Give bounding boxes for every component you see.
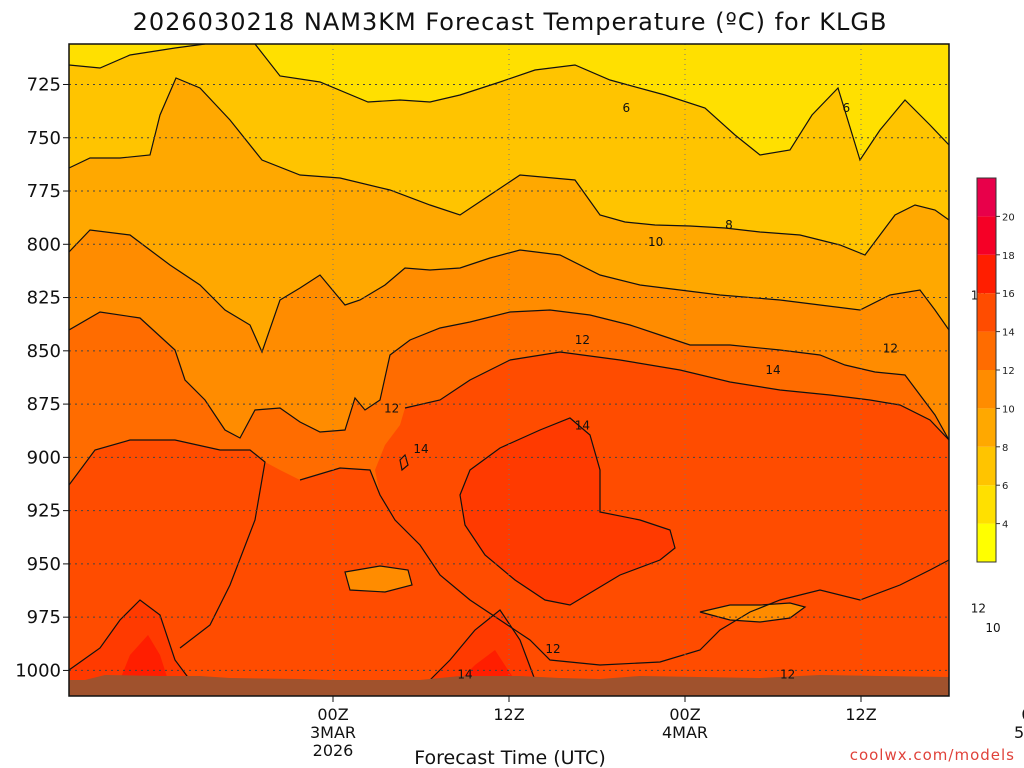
credit-link[interactable]: coolwx.com/models bbox=[850, 746, 1015, 764]
band-16-18-low2 bbox=[430, 610, 535, 680]
contour-12-pocket1 bbox=[344, 565, 413, 593]
contour-label: 14 bbox=[765, 363, 780, 377]
contour-16-low2 bbox=[429, 609, 536, 681]
colorbar-segment bbox=[977, 216, 996, 255]
contour-label: 14 bbox=[575, 418, 590, 432]
x-tick-label: 12Z bbox=[845, 705, 876, 724]
y-tick-label: 775 bbox=[27, 181, 61, 202]
colorbar-segment bbox=[977, 178, 996, 217]
y-tick-label: 850 bbox=[27, 341, 61, 362]
y-axis: 725 750 775 800 825 850 875 900 925 950 975 1000 bbox=[15, 74, 69, 681]
contour-12-pocket2 bbox=[699, 602, 807, 623]
chart-title: 2026030218 NAM3KM Forecast Temperature (… bbox=[133, 8, 888, 36]
y-tick-label: 950 bbox=[27, 554, 61, 575]
contour-16-low1 bbox=[69, 599, 191, 681]
x-tick-label: 00Z bbox=[317, 705, 348, 724]
x-tick-label: 5MAR bbox=[1014, 723, 1024, 742]
contour-14-b bbox=[404, 351, 949, 441]
contour-label: 12 bbox=[545, 642, 560, 656]
contour-label: 12 bbox=[780, 668, 795, 682]
contour-label: 14 bbox=[413, 442, 428, 456]
time-gridlines bbox=[332, 44, 862, 696]
colorbar-tick-label: 14 bbox=[1002, 328, 1015, 339]
contour-label: 12 bbox=[575, 333, 590, 347]
colorbar-tick-label: 8 bbox=[1002, 443, 1008, 454]
contour-label: 6 bbox=[623, 101, 631, 115]
colorbar-segment bbox=[977, 331, 996, 370]
y-tick-label: 750 bbox=[27, 128, 61, 149]
x-tick-label: 00Z bbox=[1021, 705, 1024, 724]
contour-16 bbox=[459, 417, 676, 606]
colorbar-tick-label: 10 bbox=[1002, 404, 1015, 415]
contour-label: 12 bbox=[384, 401, 399, 415]
contour-14-a bbox=[69, 439, 266, 649]
plot-area bbox=[69, 44, 949, 696]
contour-label: 8 bbox=[725, 218, 733, 232]
y-tick-label: 975 bbox=[27, 607, 61, 628]
colorbar-tick-label: 12 bbox=[1002, 366, 1015, 377]
y-tick-label: 925 bbox=[27, 501, 61, 522]
band-14-16-c bbox=[375, 352, 949, 665]
colorbar-segment bbox=[977, 523, 996, 562]
x-tick-label: 3MAR bbox=[310, 723, 356, 742]
colorbar-tick-label: 18 bbox=[1002, 251, 1015, 262]
x-tick-label: 2026 bbox=[313, 741, 354, 760]
colorbar-segment bbox=[977, 293, 996, 332]
band-14-16 bbox=[69, 440, 265, 648]
contour-small-loop bbox=[399, 453, 409, 472]
colorbar-tick-label: 20 bbox=[1002, 212, 1015, 223]
pressure-gridlines bbox=[69, 83, 949, 671]
band-14-16-b bbox=[69, 462, 949, 696]
y-tick-label: 725 bbox=[27, 74, 61, 95]
colorbar-segment bbox=[977, 485, 996, 524]
colorbar-segment bbox=[977, 370, 996, 409]
x-tick-label: 12Z bbox=[493, 705, 524, 724]
y-tick-label: 900 bbox=[27, 447, 61, 468]
band-12-14-pocket1 bbox=[345, 566, 412, 592]
y-tick-label: 825 bbox=[27, 288, 61, 309]
terrain-edge bbox=[69, 675, 949, 684]
x-axis: 00Z3MAR202612Z00Z4MAR12Z00Z5MAR bbox=[310, 696, 1024, 760]
colorbar-segment bbox=[977, 446, 996, 486]
colorbar-tick-label: 16 bbox=[1002, 289, 1015, 300]
contour-8 bbox=[69, 77, 949, 256]
contour-label: 14 bbox=[457, 668, 472, 682]
contour-label: 12 bbox=[883, 342, 898, 356]
contour-label: 10 bbox=[985, 621, 1000, 635]
x-tick-label: 00Z bbox=[669, 705, 700, 724]
colorbar-tick-label: 6 bbox=[1002, 481, 1008, 492]
colorbar-segment bbox=[977, 408, 996, 447]
band-16-18 bbox=[460, 418, 675, 605]
x-tick-label: 4MAR bbox=[662, 723, 708, 742]
colorbar-tick-label: 4 bbox=[1002, 520, 1008, 531]
band-18-20-low2 bbox=[460, 650, 515, 680]
contour-label: 10 bbox=[648, 235, 663, 249]
y-tick-label: 800 bbox=[27, 234, 61, 255]
band-18-20-low1 bbox=[120, 635, 168, 680]
contour-14-c bbox=[299, 467, 949, 666]
x-axis-label: Forecast Time (UTC) bbox=[414, 747, 605, 768]
contour-label: 12 bbox=[971, 602, 986, 616]
colorbar-segment bbox=[977, 254, 996, 294]
band-yellow bbox=[69, 44, 949, 160]
y-tick-label: 875 bbox=[27, 394, 61, 415]
band-10-12 bbox=[69, 230, 949, 440]
contour-label: 6 bbox=[843, 101, 851, 115]
contour-12 bbox=[69, 309, 949, 441]
colorbar: 4 6 8 10 12 14 16 18 20 bbox=[976, 177, 1015, 563]
contour-10 bbox=[69, 229, 949, 354]
contour-lines bbox=[69, 44, 949, 681]
y-tick-label: 1000 bbox=[15, 660, 61, 681]
contour-6 bbox=[69, 44, 949, 162]
